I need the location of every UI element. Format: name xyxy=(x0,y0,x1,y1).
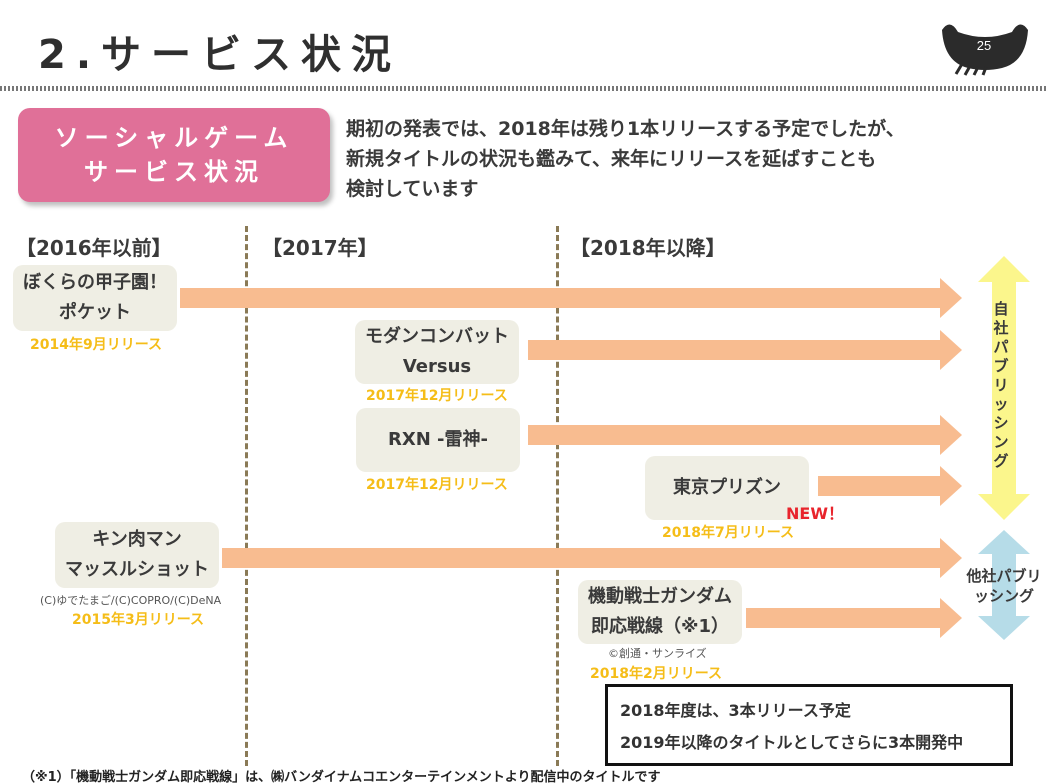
note-line: 2018年度は、3本リリース予定 xyxy=(620,701,851,720)
timeline-arrow xyxy=(528,415,962,455)
release-date: 2014年9月リリース xyxy=(30,337,163,353)
section-label-box: ソーシャルゲーム サービス状況 xyxy=(18,108,330,202)
other-publishing-label: 他社パブリ ッシング xyxy=(962,566,1046,606)
title-box: ぼくらの甲子園！ ポケット xyxy=(13,265,177,331)
title-line: RXN -雷神- xyxy=(387,429,488,450)
title-box: RXN -雷神- xyxy=(356,408,520,472)
title-line: 即応戦線（※1） xyxy=(590,616,730,637)
timeline-arrow xyxy=(180,278,962,318)
period-2016-before: 【2016年以前】 xyxy=(16,236,172,260)
copyright-text: ©創通・サンライズ xyxy=(608,647,707,660)
title-box: 機動戦士ガンダム 即応戦線（※1） xyxy=(578,580,742,644)
release-date: 2018年7月リリース xyxy=(662,525,795,541)
title-box: モダンコンバット Versus xyxy=(355,320,519,384)
section-label-line-1: ソーシャルゲーム xyxy=(54,124,294,152)
release-date: 2015年3月リリース xyxy=(72,612,205,628)
release-date: 2018年2月リリース xyxy=(590,666,723,682)
period-2018-after: 【2018年以降】 xyxy=(570,236,726,260)
title-line: ポケット xyxy=(59,302,131,323)
intro-text: 期初の発表では、2018年は残り1本リリースする予定でしたが、 新規タイトルの状… xyxy=(346,114,1026,204)
title-line: キン肉マン xyxy=(92,529,182,550)
self-publishing-arrow xyxy=(978,256,1030,520)
title-line: 機動戦士ガンダム xyxy=(588,586,732,607)
timeline-arrow xyxy=(222,538,962,578)
title-box: 東京プリズン xyxy=(645,456,809,520)
title-line: モダンコンバット xyxy=(365,326,509,347)
note-line: 2019年以降のタイトルとしてさらに3本開発中 xyxy=(620,733,964,752)
new-badge: NEW！ xyxy=(786,504,844,523)
other-publishing-line: ッシング xyxy=(973,587,1034,605)
period-2017: 【2017年】 xyxy=(262,236,378,260)
other-publishing-line: 他社パブリ xyxy=(966,567,1042,585)
mascot-hat-icon xyxy=(942,24,1028,76)
page-title: 2.サービス状況 xyxy=(38,32,402,78)
self-publishing-label: 自社パブリッシング xyxy=(993,300,1009,470)
timeline-arrow xyxy=(746,598,962,638)
other-publishing-arrow xyxy=(978,530,1030,640)
copyright-text: (C)ゆでたまご/(C)COPRO/(C)DeNA xyxy=(40,594,222,607)
timeline-arrow xyxy=(528,330,962,370)
period-divider xyxy=(556,226,559,766)
title-line: マッスルショット xyxy=(65,559,209,580)
timeline-arrow xyxy=(818,466,962,506)
intro-line-3: 検討しています xyxy=(346,178,479,200)
intro-line-1: 期初の発表では、2018年は残り1本リリースする予定でしたが、 xyxy=(346,118,905,140)
footnote: （※1）「機動戦士ガンダム即応戦線」は、㈱バンダイナムコエンターテインメントより… xyxy=(22,770,661,784)
section-label-line-2: サービス状況 xyxy=(84,158,264,186)
release-plan-note: 2018年度は、3本リリース予定 2019年以降のタイトルとしてさらに3本開発中 xyxy=(605,684,1013,766)
title-line: ぼくらの甲子園！ xyxy=(23,272,167,293)
title-line: Versus xyxy=(402,356,472,377)
release-date: 2017年12月リリース xyxy=(366,388,508,404)
period-divider xyxy=(245,226,248,766)
intro-line-2: 新規タイトルの状況も鑑みて、来年にリリースを延ばすことも xyxy=(346,148,877,170)
release-date: 2017年12月リリース xyxy=(366,477,508,493)
title-line: 東京プリズン xyxy=(673,477,781,498)
title-box: キン肉マン マッスルショット xyxy=(55,522,219,588)
header-divider xyxy=(0,86,1048,91)
page-number: 25 xyxy=(976,38,992,53)
